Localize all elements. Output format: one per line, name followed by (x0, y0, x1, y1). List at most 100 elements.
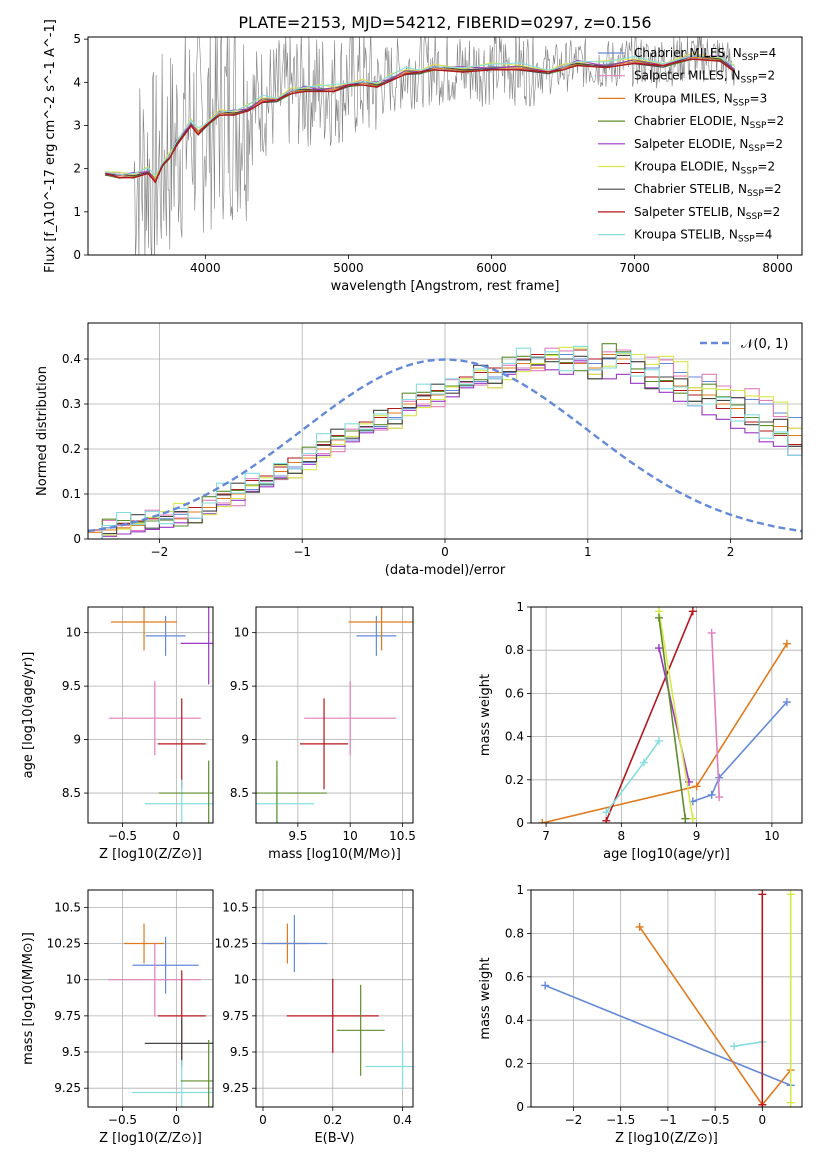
weight-point-marker (538, 819, 547, 823)
legend-nssp-value: 2 (773, 205, 781, 219)
legend-nssp-value: 2 (774, 182, 782, 196)
weight-point-marker (688, 607, 697, 616)
legend-nssp-prefix: , N (724, 160, 741, 174)
chart-mass-age: 9.5 10 10.5 8.5 9 9.5 10 mass [log10(M/M⊙)] (230, 606, 416, 862)
x-tick-label: 10.5 (389, 829, 416, 843)
plot-frame (87, 889, 214, 1108)
x-tick-label: −0.5 (108, 829, 137, 843)
x-tick-label: 6000 (476, 261, 507, 275)
y-tick-label: 0.3 (62, 397, 81, 411)
plot-frame (87, 322, 803, 540)
residual-histogram (88, 353, 802, 533)
weight-series-line (658, 647, 690, 783)
y-tick-label: 9.25 (54, 1081, 81, 1095)
chart-age-weight: 7 8 9 10 0 0.2 0.4 0.6 0.8 1 age [log10(age/yr)] ma… (478, 600, 803, 862)
x-tick-label: 0.4 (393, 1113, 412, 1127)
y-tick-label: 10.5 (222, 900, 249, 914)
legend-nssp-value: 3 (760, 91, 768, 105)
x-tick-label: −1 (293, 545, 311, 559)
legend-entry: Salpeter MILES, NSSP=2 (634, 69, 775, 86)
x-tick-label: 10 (343, 829, 358, 843)
plot-area (538, 607, 791, 823)
plot-area (108, 607, 213, 823)
x-axis-label: E(B-V) (314, 1131, 354, 1146)
residual-histogram (88, 345, 802, 539)
weight-point-marker (758, 890, 767, 899)
legend-entry: Chabrier MILES, NSSP=4 (634, 46, 776, 63)
x-axis-label: wavelength [Angstrom, rest frame] (331, 279, 560, 294)
normal-reference-curve (88, 358, 802, 533)
y-tick-label: 0.6 (505, 686, 524, 700)
y-tick-label: 0 (516, 1100, 524, 1114)
legend-nssp-prefix: , N (732, 137, 749, 151)
y-tick-label: 0 (516, 816, 524, 830)
weight-point-marker (654, 613, 663, 622)
x-tick-label: 8 (618, 829, 626, 843)
y-tick-label: 0.4 (505, 1013, 524, 1027)
weight-series-line (658, 611, 694, 819)
plot-frame (255, 606, 414, 824)
y-tick-label: 1 (73, 205, 81, 219)
weight-point-marker (688, 814, 697, 823)
x-tick-label: −2 (151, 545, 169, 559)
y-axis-label: Normed distribution (35, 366, 50, 496)
legend-entry: Kroupa STELIB, NSSP=4 (634, 228, 772, 245)
x-tick-label: 5000 (333, 261, 364, 275)
weight-point-marker (541, 981, 550, 990)
chart-Z-age: −0.5 0 8.5 9 9.5 10 Z [log10(Z/Z⊙)] age [log10(… (21, 606, 214, 862)
observed-spectrum (133, 37, 735, 255)
legend-entry: Kroupa MILES, NSSP=3 (634, 91, 767, 108)
legend-entry: Salpeter ELODIE, NSSP=2 (634, 137, 783, 154)
plot-area (256, 607, 413, 823)
legend-model-name: Kroupa ELODIE (634, 160, 724, 174)
legend-entry: Chabrier STELIB, NSSP=2 (634, 182, 782, 199)
x-tick-label: 0.2 (323, 1113, 342, 1127)
plot-area (108, 923, 213, 1107)
x-tick-label: 9 (693, 829, 701, 843)
legend-nssp-value: 2 (775, 137, 783, 151)
x-axis-label: (data-model)/error (385, 563, 506, 578)
y-tick-label: 3 (73, 118, 81, 132)
y-tick-label: 9 (241, 733, 249, 747)
legend-nssp-value: 4 (769, 46, 777, 60)
residual-histogram (88, 343, 802, 539)
legend-entry: Kroupa ELODIE, NSSP=2 (634, 160, 775, 177)
x-axis-label: mass [log10(M/M⊙)] (268, 847, 401, 862)
legend-nssp-sub: SSP (747, 189, 764, 199)
model-spectrum-series (105, 55, 735, 176)
chart-ebv-mass: 0 0.2 0.4 9.25 9.5 9.75 10 10.25 10.5 E(B-V) (215, 889, 414, 1146)
weight-point-marker (707, 628, 716, 637)
legend-entry: Salpeter STELIB, NSSP=2 (634, 205, 780, 222)
residual-histogram (88, 347, 802, 539)
weight-series-line (544, 984, 792, 1087)
plot-area (88, 343, 802, 539)
x-tick-label: −1 (659, 1113, 677, 1127)
model-spectrum-series (105, 56, 736, 182)
legend-nssp-sub: SSP (733, 98, 750, 108)
x-tick-label: 2 (727, 545, 735, 559)
y-tick-label: 9.25 (222, 1081, 249, 1095)
plot-area (541, 890, 795, 1107)
weight-series-line (692, 701, 788, 803)
y-tick-label: 0.1 (62, 487, 81, 501)
weight-series-line (605, 610, 694, 822)
legend-nssp-value: 4 (765, 228, 773, 242)
y-tick-label: 0.2 (505, 1057, 524, 1071)
legend-model-name: Salpeter MILES (634, 69, 724, 83)
weight-series-line (710, 632, 720, 798)
legend-nssp-sub: SSP (748, 144, 765, 154)
legend-nssp-eq: = (757, 160, 767, 174)
legend-nssp-value: 2 (777, 114, 785, 128)
x-tick-label: 8000 (762, 261, 793, 275)
plot-frame (530, 889, 803, 1108)
x-axis-label: Z [log10(Z/Z⊙)] (99, 1131, 202, 1146)
y-tick-label: 0 (73, 248, 81, 262)
legend-model-name: Chabrier STELIB (634, 182, 730, 196)
x-tick-label: −2 (565, 1113, 583, 1127)
y-tick-label: 2 (73, 162, 81, 176)
weight-point-marker (758, 1100, 767, 1107)
y-tick-label: 9.5 (62, 1045, 81, 1059)
legend-nssp-eq: = (764, 182, 774, 196)
plot-frame (87, 36, 803, 256)
